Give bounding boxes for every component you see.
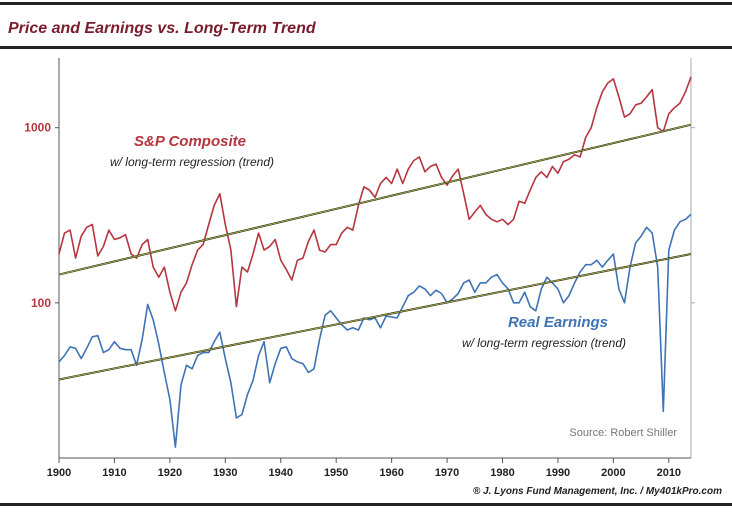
y-tick-label: 100 xyxy=(31,296,51,310)
earnings-series-label: Real Earnings xyxy=(508,314,608,331)
sp-trend-line-highlight xyxy=(58,124,692,275)
earnings-trend-line-highlight xyxy=(58,253,692,380)
x-tick-label: 1950 xyxy=(324,467,348,479)
title-underline-rule xyxy=(0,46,732,49)
x-tick-label: 2000 xyxy=(601,467,625,479)
x-tick-label: 1910 xyxy=(102,467,126,479)
credit-line: ® J. Lyons Fund Management, Inc. / My401… xyxy=(473,486,722,497)
x-tick-label: 1900 xyxy=(47,467,71,479)
y-ticks-group: 100 1000 xyxy=(24,121,695,310)
top-rule xyxy=(0,2,732,5)
x-tick-label: 1920 xyxy=(158,467,182,479)
bottom-rule xyxy=(0,503,732,506)
earnings-trend-note: w/ long-term regression (trend) xyxy=(462,336,626,350)
sp-series-label: S&P Composite xyxy=(134,133,246,150)
chart-title: Price and Earnings vs. Long-Term Trend xyxy=(8,20,317,37)
real-earnings-line xyxy=(58,213,692,448)
source-note: Source: Robert Shiller xyxy=(569,427,677,439)
x-tick-label: 1930 xyxy=(213,467,237,479)
y-tick-label: 1000 xyxy=(24,121,51,135)
x-tick-label: 1940 xyxy=(269,467,293,479)
sp-trend-note: w/ long-term regression (trend) xyxy=(110,155,274,169)
trend-layer xyxy=(58,123,692,381)
x-tick-label: 2010 xyxy=(657,467,681,479)
x-tick-label: 1980 xyxy=(490,467,514,479)
series-layer xyxy=(58,76,692,448)
sp-composite-line xyxy=(58,76,692,312)
x-tick-label: 1990 xyxy=(546,467,570,479)
x-tick-label: 1960 xyxy=(379,467,403,479)
x-tick-label: 1970 xyxy=(435,467,459,479)
x-ticks-group: 1900 1910 1920 1930 1940 1950 1960 1970 1980 1990… xyxy=(47,458,681,479)
